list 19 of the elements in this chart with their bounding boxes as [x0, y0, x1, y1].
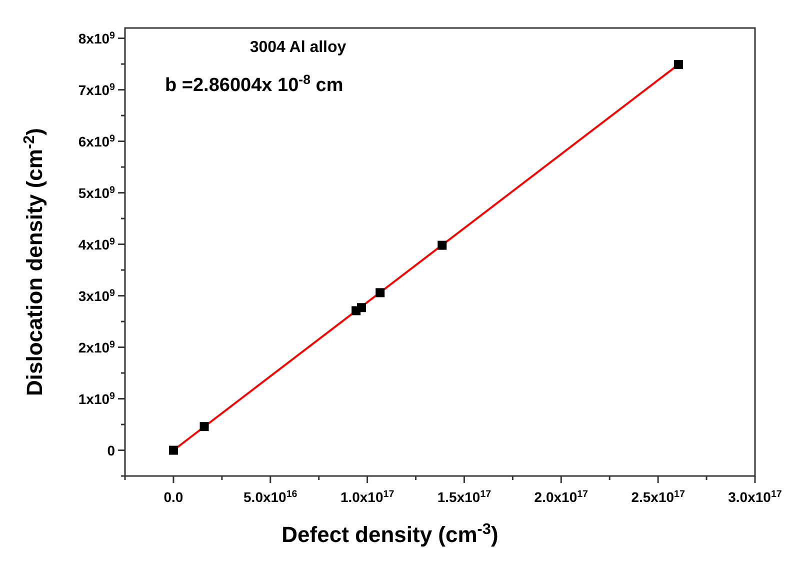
y-tick-label: 7x10$^{9}$	[78, 81, 116, 98]
annotation: 3004 Al alloy	[250, 39, 346, 56]
y-tick-label: 1x10$^{9}$	[78, 390, 116, 407]
y-tick-label: 2x10$^{9}$	[78, 338, 116, 356]
y-tick-label: 0	[107, 442, 116, 458]
y-tick-label: 8x10$^{9}$	[78, 30, 116, 46]
x-tick-label: 5.0x10$^{16}$	[244, 488, 298, 505]
x-axis-title: Defect density (cm$^{-3}$)	[282, 520, 498, 547]
annotation: b =2.86004x 10$^{-8}$ cm	[165, 72, 344, 96]
x-tick-label: 2.0x10$^{17}$	[534, 488, 589, 505]
x-tick-label: 2.5x10$^{17}$	[631, 488, 686, 505]
x-tick-label: 3.0x10$^{17}$	[728, 488, 782, 505]
x-tick-label: 1.5x10$^{17}$	[437, 488, 492, 505]
x-tick-label: 1.0x10$^{17}$	[340, 488, 395, 505]
x-tick-label: 0.0	[164, 489, 184, 505]
y-tick-label: 6x10$^{9}$	[78, 132, 116, 150]
y-tick-label: 5x10$^{9}$	[78, 184, 116, 201]
y-tick-label: 3x10$^{9}$	[78, 287, 116, 304]
y-tick-label: 4x10$^{9}$	[78, 236, 116, 252]
